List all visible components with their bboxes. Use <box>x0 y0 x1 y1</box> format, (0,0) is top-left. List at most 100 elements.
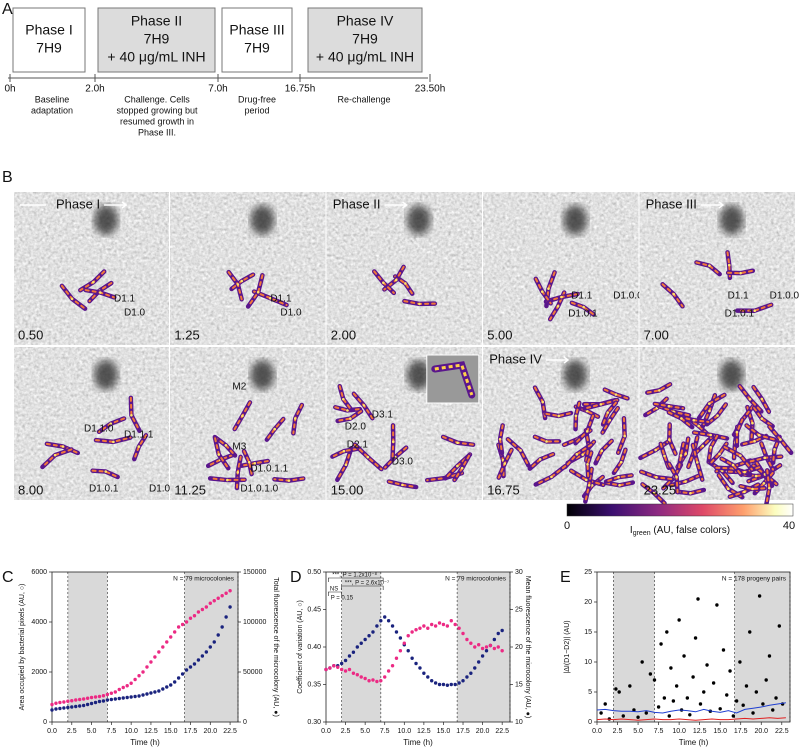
data-point <box>748 630 752 634</box>
cell-label: D1.0.0 <box>149 484 179 495</box>
data-point <box>208 645 212 649</box>
data-point <box>129 681 133 685</box>
data-point <box>437 621 442 625</box>
time-stamp: 5.00 <box>487 327 512 342</box>
blob <box>250 360 275 390</box>
bacterium-spot <box>287 479 291 482</box>
data-point <box>662 696 667 700</box>
data-point <box>220 625 224 629</box>
data-point <box>461 631 465 636</box>
bacterium-signal <box>230 273 255 290</box>
data-point <box>449 682 453 687</box>
bacterium-spot <box>760 397 764 401</box>
bacterium-spot <box>394 278 398 282</box>
cell-label: D1.0.0 <box>613 291 643 302</box>
plot-frame <box>596 571 791 723</box>
colorbar-title-text: (AU, false colors) <box>651 525 730 536</box>
data-point <box>449 619 453 623</box>
data-point <box>757 594 762 598</box>
bacterium-signal <box>687 417 709 436</box>
phase-box <box>307 7 423 73</box>
phase-note: Challenge. Cells <box>124 94 190 104</box>
bacterium-spot <box>581 453 584 456</box>
bacterium-spot <box>344 463 348 467</box>
cell-label: D1.0.1 <box>568 309 598 320</box>
bacterium-signal <box>586 451 593 478</box>
y-tick-label: 0.45 <box>307 606 321 613</box>
data-point <box>54 707 58 711</box>
data-point <box>85 702 90 707</box>
blob <box>406 360 431 390</box>
bacterium-spot <box>99 291 102 294</box>
data-point <box>718 707 722 711</box>
data-point <box>176 625 181 629</box>
data-point <box>777 624 782 628</box>
data-point <box>705 663 709 667</box>
data-point <box>386 669 391 673</box>
cell-label: M2 <box>232 382 246 393</box>
micrograph <box>483 347 639 504</box>
y-tick-label: 0 <box>588 719 592 726</box>
blob <box>406 205 431 235</box>
plot-frame <box>51 571 239 723</box>
time-label: 7.0h <box>208 84 227 95</box>
data-point <box>430 679 434 683</box>
x-tick-label: 10.0 <box>672 728 686 735</box>
y2-axis-title: Mean fluorescence of the microcolony (AU… <box>524 576 531 718</box>
bacterium-spot <box>61 445 65 448</box>
bacterium-spot <box>668 438 671 442</box>
bacterium-spot <box>269 296 272 300</box>
bacterium-spot <box>460 466 464 470</box>
bacterium-spot <box>217 453 221 456</box>
data-point <box>426 675 430 679</box>
bacterium-spot <box>663 454 666 458</box>
x-tick-label: 22.5 <box>495 728 509 735</box>
bacterium-spot <box>763 456 767 460</box>
time-stamp: 23.25 <box>644 482 677 497</box>
data-point <box>78 697 82 702</box>
data-point <box>480 646 485 651</box>
data-point <box>711 681 716 685</box>
time-stamp: 1.25 <box>174 327 199 342</box>
data-point <box>347 654 352 658</box>
time-stamp: 11.25 <box>174 482 206 497</box>
colorbar-min: 0 <box>564 520 570 532</box>
data-point <box>433 624 438 628</box>
data-point <box>441 682 446 687</box>
data-point <box>744 684 749 688</box>
data-point <box>220 594 224 598</box>
data-point <box>390 624 395 628</box>
bacterium-signal <box>334 406 361 412</box>
bacterium-spot <box>658 389 661 392</box>
bacterium-signal <box>603 388 629 400</box>
data-point <box>165 640 169 644</box>
bacterium-spot <box>684 452 687 456</box>
data-point <box>101 694 106 698</box>
data-point <box>390 664 395 668</box>
bacterium-spot <box>623 434 626 438</box>
data-point <box>414 661 418 666</box>
data-point <box>383 615 387 619</box>
bacterium-spot <box>241 414 244 418</box>
data-point <box>367 634 371 638</box>
data-point <box>204 605 209 609</box>
cell-label: D1.0 <box>124 308 146 319</box>
bacterium-spot <box>739 271 742 275</box>
bacterium-signal <box>727 269 754 275</box>
bacterium-spot <box>498 437 502 441</box>
data-point <box>137 694 141 698</box>
bacterium-spot <box>456 464 459 468</box>
data-point <box>113 690 118 694</box>
bacterium-signal <box>602 401 617 426</box>
y-tick-label: 0 <box>43 719 47 726</box>
data-point <box>228 589 232 593</box>
data-point <box>480 654 485 658</box>
data-point <box>465 637 469 642</box>
micrograph <box>14 192 169 345</box>
phase-note: resumed growth in <box>120 116 194 126</box>
bacterium-spot <box>53 453 57 457</box>
data-point <box>496 631 500 636</box>
data-point <box>169 635 173 639</box>
data-point <box>492 646 497 651</box>
